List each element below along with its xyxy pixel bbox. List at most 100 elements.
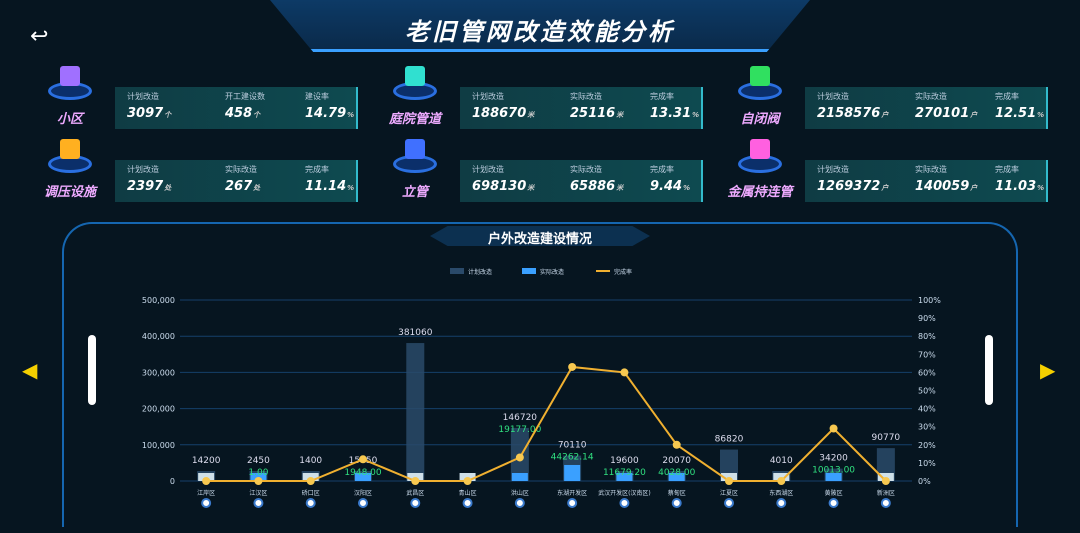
clock-icon[interactable] bbox=[776, 498, 787, 508]
metric: 完成率 12.51% bbox=[995, 91, 1044, 121]
back-arrow-icon[interactable]: ↩ bbox=[30, 24, 49, 49]
metric-unit: % bbox=[347, 184, 355, 192]
metric-value: 13.31 bbox=[650, 106, 692, 121]
metric-unit: 米 bbox=[616, 111, 624, 119]
rate-point[interactable] bbox=[829, 424, 838, 433]
stat-card: 计划改造 698130米 实际改造 65886米 完成率 9.44% bbox=[460, 160, 703, 202]
clock-icon[interactable] bbox=[567, 498, 578, 508]
clock-icon[interactable] bbox=[410, 498, 421, 508]
x-tick-label: 东湖开发区 bbox=[557, 489, 587, 497]
y-right-tick: 90% bbox=[918, 314, 936, 323]
metric-value: 11.14 bbox=[305, 179, 347, 194]
rate-point[interactable] bbox=[359, 455, 367, 464]
riser-pipe-icon bbox=[390, 135, 440, 179]
header-banner: 老旧管网改造效能分析 bbox=[270, 0, 810, 52]
plan-bar[interactable] bbox=[876, 448, 895, 481]
actual-bar[interactable] bbox=[564, 464, 581, 481]
metric: 计划改造 698130米 bbox=[472, 164, 534, 194]
clock-icon[interactable] bbox=[724, 498, 734, 508]
metric: 计划改造 3097个 bbox=[127, 91, 171, 121]
metric-unit: 个 bbox=[253, 111, 261, 119]
actual-bar[interactable] bbox=[825, 473, 842, 481]
metric: 计划改造 1269372户 bbox=[817, 164, 888, 194]
rate-point[interactable] bbox=[411, 477, 420, 485]
metric: 实际改造 65886米 bbox=[570, 164, 623, 194]
prev-arrow-icon[interactable]: ◀ bbox=[22, 358, 38, 382]
plan-label: 1400 bbox=[299, 456, 322, 466]
rate-point[interactable] bbox=[620, 368, 629, 377]
group-name: 庭院管道 bbox=[388, 112, 441, 127]
metric-value: 2397 bbox=[127, 179, 164, 194]
legend-label[interactable]: 计划改造 bbox=[468, 268, 492, 276]
y-left-tick: 0 bbox=[170, 477, 175, 486]
rate-point[interactable] bbox=[202, 477, 211, 485]
clock-icon[interactable] bbox=[619, 498, 630, 508]
metric: 实际改造 25116米 bbox=[570, 91, 623, 121]
actual-bar[interactable] bbox=[511, 473, 528, 481]
actual-bar[interactable] bbox=[250, 473, 267, 481]
actual-label: 1.00 bbox=[248, 468, 268, 478]
rate-point[interactable] bbox=[254, 477, 263, 485]
x-tick-label: 武昌区 bbox=[406, 489, 424, 497]
metric-label: 计划改造 bbox=[472, 92, 504, 101]
metric: 实际改造 270101户 bbox=[915, 91, 977, 121]
rate-point[interactable] bbox=[881, 477, 890, 485]
actual-bar[interactable] bbox=[668, 473, 685, 481]
clock-icon[interactable] bbox=[880, 498, 891, 508]
stat-card: 计划改造 2158576户 实际改造 270101户 完成率 12.51% bbox=[805, 87, 1048, 129]
metric-value: 14.79 bbox=[305, 106, 347, 121]
y-right-tick: 70% bbox=[918, 350, 936, 359]
metric-label: 实际改造 bbox=[570, 165, 602, 174]
legend-label[interactable]: 完成率 bbox=[614, 268, 632, 276]
y-right-tick: 30% bbox=[918, 423, 936, 432]
clock-icon[interactable] bbox=[201, 498, 212, 508]
plan-bar[interactable] bbox=[406, 343, 425, 481]
metric-unit: 个 bbox=[164, 111, 172, 119]
plan-label: 70110 bbox=[558, 441, 587, 451]
x-tick-label: 汉阳区 bbox=[354, 489, 372, 497]
metric-label: 计划改造 bbox=[127, 92, 159, 101]
metric: 开工建设数 458个 bbox=[225, 91, 265, 121]
y-right-tick: 0% bbox=[918, 477, 931, 486]
metric-unit: 户 bbox=[881, 111, 889, 119]
rate-point[interactable] bbox=[777, 477, 786, 485]
plan-label: 19600 bbox=[610, 456, 639, 466]
next-arrow-icon[interactable]: ▶ bbox=[1040, 358, 1056, 382]
y-right-tick: 80% bbox=[918, 332, 936, 341]
clock-icon[interactable] bbox=[671, 498, 682, 508]
plan-label: 14200 bbox=[192, 456, 221, 466]
x-tick-label: 东西湖区 bbox=[769, 489, 793, 497]
x-tick-label: 江汉区 bbox=[249, 489, 267, 497]
legend-label[interactable]: 实际改造 bbox=[540, 268, 564, 276]
metric-unit: 户 bbox=[970, 111, 978, 119]
x-tick-label: 硚口区 bbox=[302, 490, 320, 497]
metric-value: 458 bbox=[225, 106, 253, 121]
metric-label: 完成率 bbox=[305, 165, 329, 174]
rate-point[interactable] bbox=[306, 477, 315, 485]
metric: 完成率 11.03% bbox=[995, 164, 1044, 194]
clock-icon[interactable] bbox=[253, 498, 264, 508]
clock-icon[interactable] bbox=[462, 498, 473, 508]
clock-icon[interactable] bbox=[514, 498, 525, 508]
rate-point[interactable] bbox=[725, 477, 733, 485]
rate-point[interactable] bbox=[515, 453, 524, 462]
metric-value: 9.44 bbox=[650, 179, 683, 194]
actual-label: 19177.00 bbox=[498, 425, 541, 435]
rate-point[interactable] bbox=[463, 477, 472, 485]
rate-point[interactable] bbox=[672, 440, 681, 449]
clock-icon[interactable] bbox=[358, 498, 368, 508]
clock-icon[interactable] bbox=[305, 498, 316, 508]
metric: 完成率 13.31% bbox=[650, 91, 699, 121]
metric-label: 完成率 bbox=[995, 92, 1019, 101]
clock-icon[interactable] bbox=[828, 498, 839, 508]
y-left-tick: 200,000 bbox=[142, 405, 175, 414]
valve-icon bbox=[735, 62, 785, 106]
metric-value: 65886 bbox=[570, 179, 616, 194]
actual-bar[interactable] bbox=[355, 473, 371, 481]
plan-label: 90770 bbox=[872, 433, 901, 443]
metric-label: 建设率 bbox=[305, 92, 329, 101]
y-right-tick: 60% bbox=[918, 368, 936, 377]
plan-label: 2450 bbox=[247, 456, 270, 466]
rate-point[interactable] bbox=[568, 362, 577, 371]
actual-bar[interactable] bbox=[616, 473, 633, 481]
